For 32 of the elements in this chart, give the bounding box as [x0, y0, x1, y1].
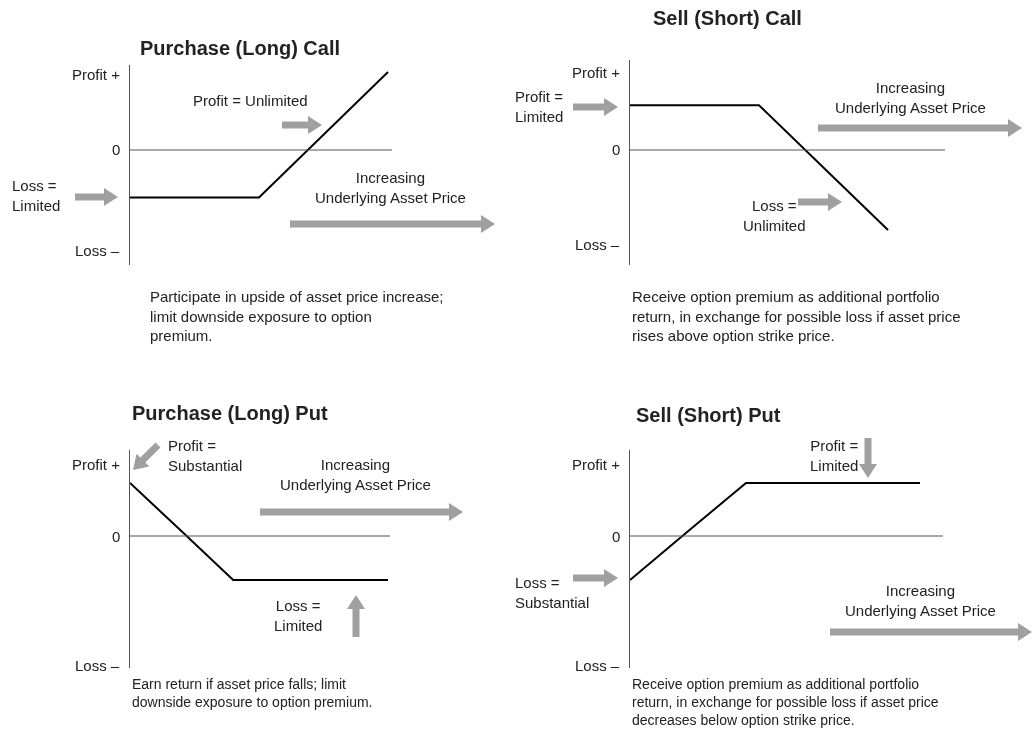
text: Increasing Underlying Asset Price — [845, 582, 996, 619]
text: Loss – — [75, 657, 120, 674]
text: 0 — [112, 528, 121, 545]
text: Loss – — [75, 242, 120, 259]
annotation: Increasing Underlying Asset Price — [835, 79, 986, 116]
text: 0 — [612, 528, 621, 545]
chart-title: Sell (Short) Call — [653, 7, 802, 29]
text: 0 — [612, 141, 621, 158]
text: Profit + — [572, 456, 621, 473]
annotation: Profit = Unlimited — [193, 92, 308, 109]
text: Profit = Substantial — [168, 437, 243, 474]
text: Profit + — [72, 66, 121, 83]
text: Loss = Limited — [274, 597, 323, 634]
chart-title: Sell (Short) Put — [636, 404, 781, 426]
text: Profit + — [572, 64, 621, 81]
chart-title: Purchase (Long) Call — [140, 37, 341, 59]
text: Earn return if asset price falls; limit downside exposure to option premium. — [132, 676, 373, 711]
text: Loss = Substantial — [515, 574, 590, 611]
text: Loss – — [575, 657, 620, 674]
text: Participate in upside of asset price increase; limit downside exposure to option premium. — [150, 288, 444, 344]
annotation: Increasing Underlying Asset Price — [280, 456, 431, 493]
text: Profit = Limited — [515, 88, 564, 125]
text: Loss = Limited — [12, 177, 61, 214]
chart-title: Purchase (Long) Put — [132, 402, 328, 424]
text: 0 — [112, 141, 121, 158]
text: Profit + — [72, 456, 121, 473]
text: Receive option premium as additional portfolio return, in exchange for possible loss if asset price rises above option strike price. — [632, 288, 961, 344]
text: Profit = Limited — [810, 437, 859, 474]
annotation: Loss = Unlimited — [743, 197, 806, 234]
text: Loss – — [575, 236, 620, 253]
text: Receive option premium as additional portfolio return, in exchange for possible loss if asset price decreases below option strike price. — [632, 676, 939, 729]
annotation: Increasing Underlying Asset Price — [315, 169, 466, 206]
